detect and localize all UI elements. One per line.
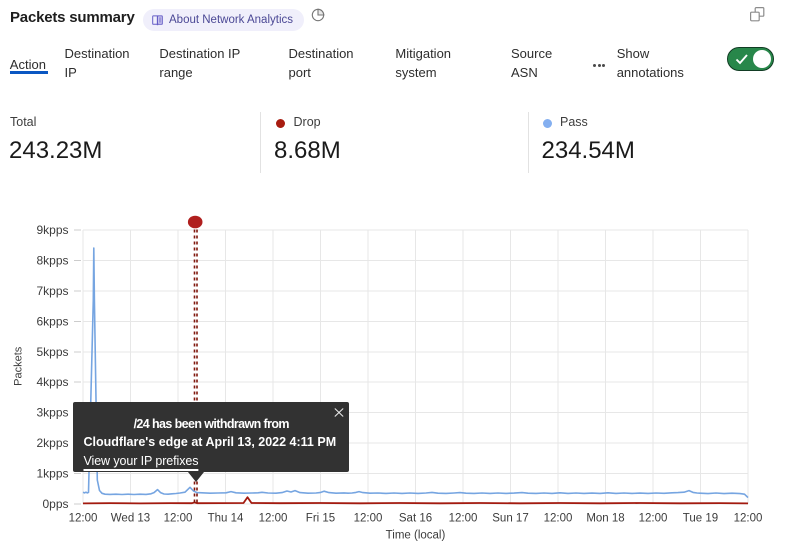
svg-text:12:00: 12:00	[639, 513, 668, 525]
svg-text:8kpps: 8kpps	[36, 253, 68, 267]
svg-text:Sat 16: Sat 16	[399, 513, 432, 525]
svg-text:Mon 18: Mon 18	[586, 513, 624, 525]
svg-text:6kpps: 6kpps	[36, 314, 68, 328]
svg-text:12:00: 12:00	[544, 513, 573, 525]
svg-text:12:00: 12:00	[354, 513, 383, 525]
svg-text:12:00: 12:00	[164, 513, 193, 525]
svg-text:Wed 13: Wed 13	[111, 513, 150, 525]
svg-text:Tue 19: Tue 19	[683, 513, 718, 525]
svg-text:1kpps: 1kpps	[36, 467, 68, 481]
svg-text:5kpps: 5kpps	[36, 345, 68, 359]
svg-text:7kpps: 7kpps	[36, 284, 68, 298]
svg-text:Sun 17: Sun 17	[492, 513, 528, 525]
svg-text:3kpps: 3kpps	[36, 406, 68, 420]
svg-text:Packets: Packets	[13, 346, 25, 386]
svg-text:2kpps: 2kpps	[36, 436, 68, 450]
svg-text:9kpps: 9kpps	[36, 223, 68, 237]
svg-text:Thu 14: Thu 14	[208, 513, 244, 525]
svg-text:Fri 15: Fri 15	[306, 513, 335, 525]
svg-text:12:00: 12:00	[449, 513, 478, 525]
svg-text:Time (local): Time (local)	[386, 530, 446, 542]
svg-text:12:00: 12:00	[259, 513, 288, 525]
svg-text:4kpps: 4kpps	[36, 375, 68, 389]
svg-text:12:00: 12:00	[734, 513, 763, 525]
svg-text:0pps: 0pps	[42, 497, 68, 511]
svg-text:12:00: 12:00	[69, 513, 98, 525]
